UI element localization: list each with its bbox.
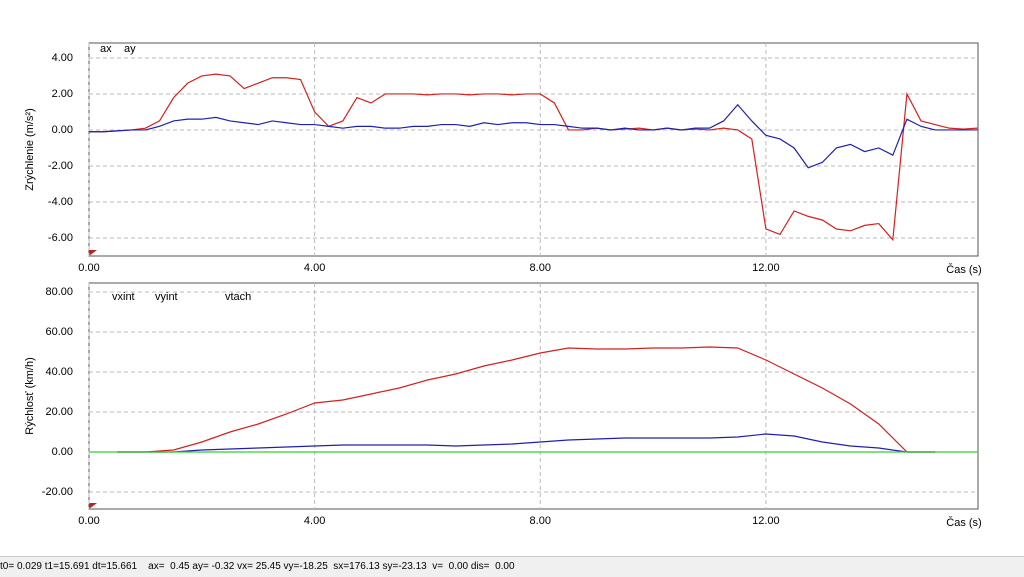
x-tick-label: 4.00 bbox=[304, 515, 325, 527]
x-axis-label: Čas (s) bbox=[946, 516, 981, 529]
legend-label: vxint bbox=[112, 291, 135, 303]
cursor-marker bbox=[89, 503, 97, 509]
series-line bbox=[117, 433, 936, 453]
y-tick-label: -6.00 bbox=[48, 232, 73, 244]
x-tick-label: 12.00 bbox=[752, 262, 780, 274]
y-tick-label: 60.00 bbox=[45, 326, 73, 338]
legend-label: ax bbox=[100, 43, 112, 55]
x-tick-label: 4.00 bbox=[304, 262, 325, 274]
plot-frame bbox=[88, 42, 979, 257]
y-tick-label: 0.00 bbox=[52, 124, 73, 136]
y-tick-label: 40.00 bbox=[45, 366, 73, 378]
y-tick-label: 0.00 bbox=[52, 446, 73, 458]
x-tick-label: 8.00 bbox=[530, 262, 551, 274]
y-tick-label: -4.00 bbox=[48, 196, 73, 208]
y-axis-label: Zrýchlenie (m/s²) bbox=[24, 108, 36, 191]
y-tick-label: -20.00 bbox=[42, 486, 73, 498]
y-tick-label: 80.00 bbox=[45, 286, 73, 298]
legend-label: vtach bbox=[225, 291, 251, 303]
series-line bbox=[89, 73, 978, 242]
legend-label: ay bbox=[124, 43, 136, 55]
y-axis-label: Rýchlosť (km/h) bbox=[24, 357, 36, 434]
y-tick-label: -2.00 bbox=[48, 160, 73, 172]
legend-label: vyint bbox=[155, 291, 178, 303]
x-tick-label: 12.00 bbox=[752, 515, 780, 527]
y-tick-label: 4.00 bbox=[52, 52, 73, 64]
chart-window: 4.00 2.00 0.00 -2.00 -4.00 -6.00 0.00 4.00 8.00 1… bbox=[24, 42, 982, 529]
x-tick-label: 0.00 bbox=[78, 515, 99, 527]
series-line bbox=[117, 346, 936, 453]
cursor-marker bbox=[89, 250, 97, 256]
x-tick-label: 8.00 bbox=[530, 515, 551, 527]
y-tick-label: 20.00 bbox=[45, 406, 73, 418]
plot-frame bbox=[88, 282, 979, 510]
series-line bbox=[89, 103, 978, 169]
x-tick-label: 0.00 bbox=[78, 262, 99, 274]
x-axis-label: Čas (s) bbox=[946, 263, 981, 276]
status-bar: t0= 0.029 t1=15.691 dt=15.661 ax= 0.45 a… bbox=[0, 556, 1024, 577]
y-tick-label: 2.00 bbox=[52, 88, 73, 100]
